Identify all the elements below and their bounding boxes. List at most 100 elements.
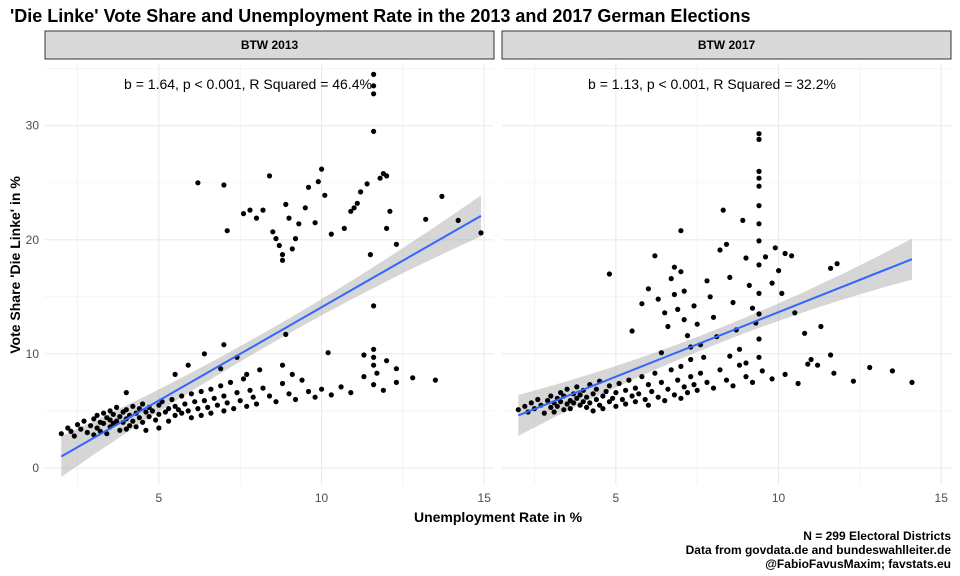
data-point — [371, 346, 377, 352]
data-point — [597, 402, 603, 408]
data-point — [81, 418, 87, 424]
data-point — [548, 393, 554, 399]
panel-btw-2017: BTW 2017 b = 1.13, p < 0.001, R Squared … — [501, 30, 952, 505]
data-point — [678, 395, 684, 401]
data-point — [341, 225, 347, 231]
data-point — [704, 278, 710, 284]
data-point — [805, 361, 811, 367]
data-point — [707, 294, 713, 300]
data-point — [730, 383, 736, 389]
data-point — [410, 375, 416, 381]
data-point — [639, 301, 645, 307]
data-point — [315, 179, 321, 185]
data-point — [117, 427, 123, 433]
data-point — [172, 412, 178, 418]
data-point — [626, 377, 632, 383]
data-point — [205, 404, 211, 410]
data-point — [146, 414, 152, 420]
data-point — [756, 203, 762, 209]
data-point — [133, 424, 139, 430]
data-point — [374, 370, 380, 376]
data-point — [371, 91, 377, 97]
data-point — [361, 352, 367, 358]
data-point — [743, 255, 749, 261]
data-point — [123, 426, 129, 432]
data-point — [312, 394, 318, 400]
data-point — [554, 403, 560, 409]
data-point — [260, 207, 266, 213]
data-point — [704, 379, 710, 385]
data-point — [681, 317, 687, 323]
regression-line — [60, 214, 482, 458]
data-point — [665, 386, 671, 392]
data-point — [802, 330, 808, 336]
data-point — [328, 231, 334, 237]
data-point — [166, 418, 172, 424]
data-point — [756, 168, 762, 174]
data-point — [260, 385, 266, 391]
data-point — [756, 183, 762, 189]
data-point — [218, 366, 224, 372]
data-point — [749, 305, 756, 311]
data-point — [616, 380, 622, 387]
regression-line — [517, 258, 913, 417]
data-point — [671, 392, 678, 398]
data-point — [623, 387, 629, 393]
data-point — [662, 398, 668, 404]
data-point — [600, 406, 606, 412]
data-point — [354, 200, 360, 206]
data-point — [528, 400, 534, 406]
data-point — [166, 406, 172, 412]
data-point — [743, 360, 749, 366]
data-point — [211, 395, 217, 401]
data-point — [515, 407, 521, 413]
data-point — [678, 228, 684, 234]
data-point — [691, 382, 697, 388]
data-point — [759, 368, 765, 374]
x-tick-label: 10 — [315, 491, 329, 505]
annotation-btw-2013: b = 1.64, p < 0.001, R Squared = 46.4% — [124, 76, 372, 92]
data-point — [639, 374, 645, 380]
annotation-btw-2017: b = 1.13, p < 0.001, R Squared = 32.2% — [588, 76, 836, 92]
data-point — [681, 384, 687, 390]
data-point — [364, 181, 370, 187]
data-point — [551, 409, 557, 415]
data-point — [319, 166, 325, 172]
data-point — [564, 401, 570, 407]
data-point — [312, 220, 318, 226]
data-point — [782, 371, 788, 377]
data-point — [789, 253, 795, 259]
y-tick-label: 10 — [26, 347, 40, 361]
data-point — [214, 402, 220, 408]
data-point — [606, 383, 613, 389]
grid-btw-2017 — [502, 63, 951, 485]
data-point — [629, 393, 635, 399]
data-point — [182, 401, 188, 407]
data-point — [584, 394, 590, 400]
data-point — [571, 400, 577, 406]
data-point — [593, 396, 600, 403]
data-point — [127, 423, 133, 429]
data-point — [371, 354, 377, 360]
data-point — [756, 336, 762, 342]
data-point — [740, 217, 746, 223]
data-point — [130, 418, 136, 424]
data-point — [756, 175, 762, 181]
data-point — [305, 388, 312, 395]
data-point — [762, 254, 769, 260]
data-point — [179, 410, 185, 416]
data-point — [114, 404, 120, 410]
data-point — [156, 425, 162, 431]
panel-btw-2013: BTW 2013 b = 1.64, p < 0.001, R Squared … — [26, 30, 495, 505]
data-point — [195, 180, 201, 186]
grid-btw-2013 — [45, 63, 494, 485]
data-point — [756, 311, 762, 317]
fit-line-btw-2017 — [517, 258, 913, 417]
data-point — [688, 356, 694, 363]
strip-label-btw-2017: BTW 2017 — [698, 38, 756, 52]
data-point — [652, 370, 658, 376]
data-point — [351, 205, 357, 211]
data-point — [78, 426, 84, 432]
data-point — [101, 410, 107, 416]
data-point — [237, 398, 243, 404]
